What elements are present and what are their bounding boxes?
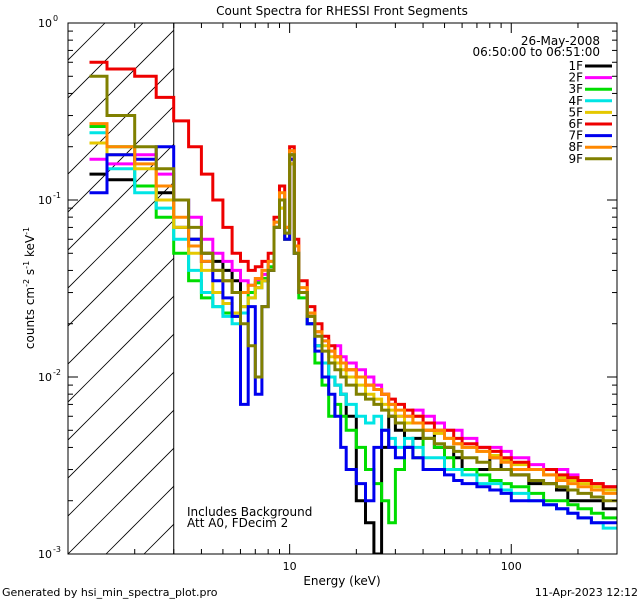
legend-label-5F: 5F	[568, 105, 583, 119]
series-line-9F	[89, 74, 617, 503]
y-tick-exponent: 0	[53, 14, 58, 23]
y-tick-exponent: -2	[53, 368, 61, 377]
y-label-exp2: -1	[22, 261, 31, 269]
y-tick-label: 10	[38, 548, 52, 561]
x-tick-label: 10	[283, 560, 297, 573]
y-tick-label: 10	[38, 194, 52, 207]
hatch-line	[68, 67, 174, 175]
x-tick-label: 100	[501, 560, 522, 573]
series-line-8F	[89, 122, 617, 495]
x-axis-label: Energy (keV)	[303, 574, 380, 588]
hatch-line	[68, 23, 106, 61]
series-line-7F	[89, 145, 617, 525]
annotation-background: Includes Background	[187, 505, 312, 519]
hatch-line	[68, 29, 174, 137]
hatch-line	[68, 409, 174, 517]
plot-frame	[67, 22, 618, 555]
hatch-line	[68, 219, 174, 327]
series-lines	[89, 60, 617, 554]
footer-generated-by: Generated by hsi_min_spectra_plot.pro	[2, 586, 218, 599]
footer-timestamp: 11-Apr-2023 12:12	[535, 586, 638, 599]
series-line-5F	[89, 141, 617, 492]
legend-label-4F: 4F	[568, 94, 583, 108]
hatch-line	[68, 447, 174, 554]
y-label-end: keV	[23, 234, 37, 261]
legend-label-9F: 9F	[568, 152, 583, 166]
annotation-attenuator: Att A0, FDecim 2	[187, 516, 288, 530]
hatch-line	[372, 23, 640, 554]
y-label-exp1: -2	[22, 279, 31, 287]
hatch-line	[68, 181, 174, 289]
hatched-region	[68, 23, 640, 554]
y-tick-label: 10	[38, 17, 52, 30]
y-label-mid: s	[23, 269, 37, 279]
legend-label-3F: 3F	[568, 82, 583, 96]
time-range-label: 06:50:00 to 06:51:00	[473, 45, 600, 59]
legend-label-1F: 1F	[568, 59, 583, 73]
series-line-6F	[89, 60, 617, 489]
y-axis-label: counts cm-2 s-1 keV-1	[22, 227, 37, 349]
legend-label-8F: 8F	[568, 140, 583, 154]
date-label: 26-May-2008	[521, 34, 600, 48]
hatch-line	[68, 333, 174, 441]
hatch-line	[68, 371, 174, 479]
y-label-main: counts cm	[23, 287, 37, 349]
hatch-line	[68, 105, 174, 213]
hatch-line	[68, 257, 174, 365]
y-tick-exponent: -3	[53, 545, 61, 554]
chart-title: Count Spectra for RHESSI Front Segments	[216, 4, 468, 18]
y-tick-label: 10	[38, 371, 52, 384]
legend-label-6F: 6F	[568, 117, 583, 131]
y-label-exp3: -1	[22, 227, 31, 235]
series-line-4F	[89, 131, 617, 530]
series-line-3F	[89, 125, 617, 525]
y-tick-exponent: -1	[53, 191, 61, 200]
series-line-2F	[89, 153, 617, 489]
legend-label-7F: 7F	[568, 129, 583, 143]
legend-label-2F: 2F	[568, 71, 583, 85]
